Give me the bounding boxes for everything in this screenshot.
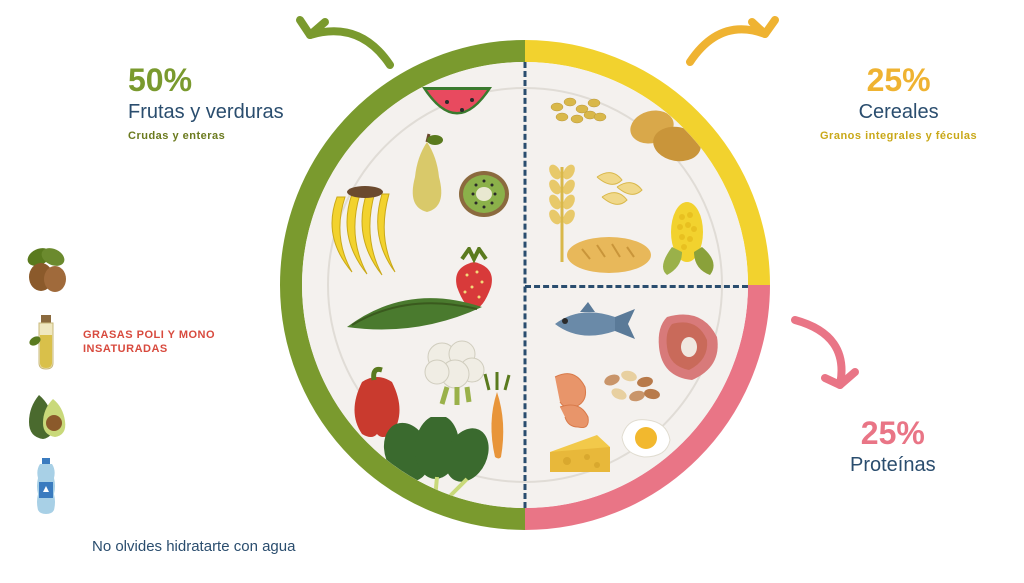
olive-oil-icon [27,313,65,371]
walnut-icon [21,245,71,295]
hydrate-text: No olvides hidratarte con agua [92,538,295,555]
sub-cereals: Granos integrales y féculas [820,130,977,142]
pct-fruits: 50% [128,62,284,99]
side-olive-oil: GRASAS POLI Y MONO INSATURADAS [18,312,248,372]
side-avocado [18,384,248,444]
pct-cereals: 25% [820,62,977,99]
kiwi-icon [457,167,512,222]
label-proteins: 25% Proteínas [850,415,936,477]
title-proteins: Proteínas [850,454,936,477]
plate-inner [302,62,748,508]
title-cereals: Cereales [820,101,977,124]
sub-fruits: Crudas y enteras [128,130,284,142]
spinach-icon [377,417,497,502]
egg-icon [612,412,677,462]
pasta-icon [587,162,652,217]
label-cereals: 25% Cereales Granos integrales y féculas [820,62,977,142]
potatoes-icon [622,102,707,167]
banana-icon [317,182,412,282]
plate [280,40,770,530]
avocado-icon [21,387,71,442]
arrow-proteins [780,310,870,410]
bread-icon [562,227,657,277]
shrimp-icon [540,362,600,432]
side-water [18,456,248,516]
divider-horizontal [525,285,748,288]
fish-icon [540,297,640,352]
corn-icon [652,197,727,277]
side-walnut [18,240,248,300]
sidebar-fats: GRASAS POLI Y MONO INSATURADAS [18,240,248,528]
cheese-icon [542,427,617,482]
water-bottle-icon [30,456,62,516]
oats-icon [542,87,612,132]
fats-label: GRASAS POLI Y MONO INSATURADAS [83,328,248,357]
beans-icon [597,362,667,412]
title-fruits: Frutas y verduras [128,101,284,124]
pct-proteins: 25% [850,415,936,452]
label-fruits-veg: 50% Frutas y verduras Crudas y enteras [128,62,284,142]
